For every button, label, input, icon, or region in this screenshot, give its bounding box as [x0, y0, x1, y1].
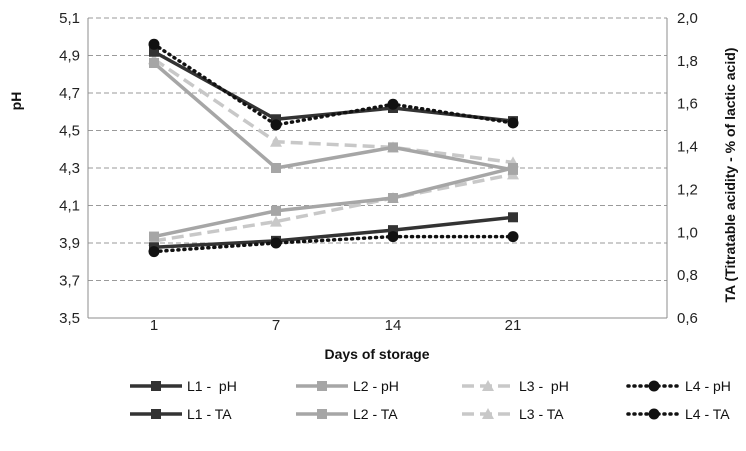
legend-marker	[151, 381, 161, 391]
data-point	[388, 225, 398, 236]
legend: L1 - pH L2 - pH L3 - pH L4 - pH L1 - TA L2 - …	[130, 378, 731, 422]
series-line	[152, 61, 514, 172]
x-tick-label: 7	[272, 317, 280, 334]
data-point	[388, 142, 398, 153]
gridlines	[88, 17, 667, 281]
data-point	[270, 135, 282, 147]
series-4	[148, 38, 519, 131]
legend-item: L1 - TA	[130, 406, 232, 422]
y-right-tick-label: 1,2	[677, 181, 698, 198]
series-line	[153, 57, 514, 165]
legend-item: L2 - pH	[296, 378, 399, 394]
data-point	[149, 231, 159, 242]
legend-marker	[317, 381, 327, 391]
legend-marker	[482, 408, 494, 419]
data-point	[507, 117, 519, 129]
legend-marker	[648, 408, 660, 420]
x-tick-label: 21	[505, 317, 522, 334]
legend-label: L2 - TA	[353, 406, 398, 422]
y-left-tick-label: 4,3	[59, 160, 80, 177]
series-line	[153, 166, 514, 239]
legend-marker	[648, 380, 660, 392]
x-tick-label: 1	[150, 317, 158, 334]
y-left-tick-label: 3,7	[59, 273, 80, 290]
legend-item: L1 - pH	[130, 378, 237, 394]
axes	[87, 18, 668, 319]
y-left-tick-label: 4,1	[59, 198, 80, 215]
y-left-tick-label: 4,7	[59, 85, 80, 102]
y-left-axis-title: pH	[8, 92, 24, 111]
series-line	[153, 215, 514, 250]
data-point	[388, 193, 398, 203]
y-right-tick-label: 1,0	[677, 224, 698, 241]
data-point	[148, 38, 160, 50]
data-point	[271, 114, 281, 125]
legend-item: L4 - TA	[626, 406, 730, 422]
y-right-axis-title: TA (Titratable acidity - % of lactic aci…	[722, 48, 738, 303]
data-point	[508, 163, 518, 173]
y-right-tick-label: 2,0	[677, 10, 698, 27]
data-point	[387, 231, 399, 243]
legend-label: L4 - pH	[685, 378, 731, 394]
data-point	[148, 246, 160, 258]
series-8	[148, 231, 519, 258]
legend-label: L3 - TA	[519, 406, 564, 422]
tick-labels: 3,5 3,7 3,9 4,1 4,3 4,5 4,7 4,9 5,1 0,6 0,8 1,0 1,2 1…	[59, 10, 698, 334]
data-point	[149, 46, 159, 57]
data-point	[271, 163, 281, 173]
legend-label: L1 - TA	[187, 406, 232, 422]
legend-marker	[317, 409, 327, 419]
data-point	[271, 205, 281, 216]
y-right-tick-label: 1,4	[677, 139, 698, 156]
x-tick-label: 14	[385, 317, 402, 334]
series-line	[152, 234, 515, 254]
series-6	[149, 163, 518, 242]
data-point	[508, 212, 518, 223]
legend-item: L2 - TA	[296, 406, 398, 422]
series-layer	[148, 38, 519, 258]
legend-item: L3 - pH	[462, 378, 569, 394]
y-left-tick-label: 4,9	[59, 48, 80, 65]
legend-marker	[482, 380, 494, 391]
x-axis-title: Days of storage	[324, 346, 429, 362]
legend-marker	[151, 409, 161, 419]
data-point	[507, 231, 519, 243]
legend-item: L3 - TA	[462, 406, 564, 422]
legend-label: L3 - pH	[519, 378, 569, 394]
series-line	[152, 42, 515, 127]
legend-label: L1 - pH	[187, 378, 237, 394]
legend-label: L4 - TA	[685, 406, 730, 422]
y-left-tick-label: 4,5	[59, 123, 80, 140]
y-right-tick-label: 1,8	[677, 53, 698, 70]
data-point	[270, 215, 282, 227]
legend-item: L4 - pH	[626, 378, 731, 394]
y-left-tick-label: 5,1	[59, 10, 80, 27]
y-right-tick-label: 1,6	[677, 96, 698, 113]
series-line	[153, 172, 514, 243]
y-right-tick-label: 0,8	[677, 267, 698, 284]
y-left-tick-label: 3,9	[59, 235, 80, 252]
data-point	[270, 119, 282, 131]
data-point	[149, 58, 159, 68]
data-point	[270, 237, 282, 249]
y-left-tick-label: 3,5	[59, 310, 80, 327]
legend-label: L2 - pH	[353, 378, 399, 394]
y-right-tick-label: 0,6	[677, 310, 698, 327]
data-point	[387, 98, 399, 110]
